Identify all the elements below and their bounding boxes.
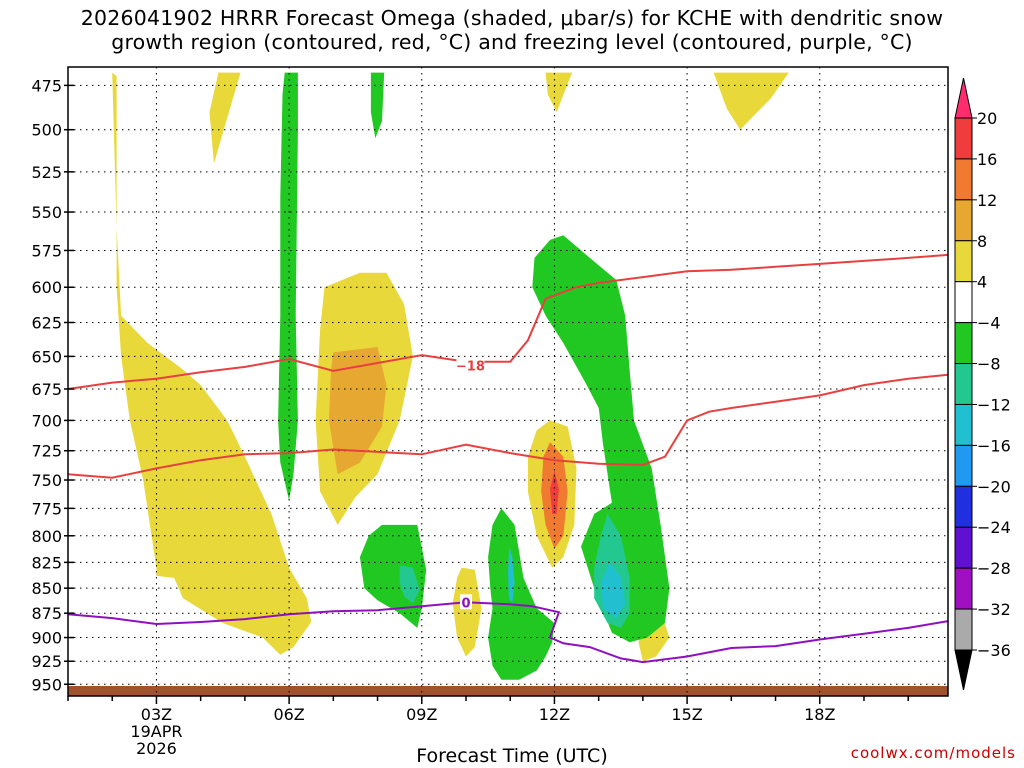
colorbar-label-2: 12 — [977, 191, 997, 210]
dgz-label-bg — [456, 357, 485, 372]
y-tick-label-625: 625 — [31, 313, 62, 332]
y-tick-label-600: 600 — [31, 278, 62, 297]
ground-terrain — [68, 686, 948, 696]
site-credit: coolwx.com/models — [850, 744, 1016, 762]
y-tick-label-775: 775 — [31, 499, 62, 518]
y-tick-label-500: 500 — [31, 121, 62, 140]
y-tick-label-475: 475 — [31, 76, 62, 95]
colorbar-swatch-2 — [954, 199, 973, 242]
y-tick-label-850: 850 — [31, 579, 62, 598]
y-tick-label-750: 750 — [31, 471, 62, 490]
omega-region-17 — [532, 235, 670, 643]
y-tick-label-575: 575 — [31, 241, 62, 260]
colorbar-swatch-11 — [954, 567, 973, 610]
x-axis-label: Forecast Time (UTC) — [416, 745, 608, 767]
colorbar-swatch-4 — [954, 281, 973, 324]
plot-frame — [67, 66, 949, 697]
omega-region-1 — [209, 72, 241, 164]
colorbar-bottom-arrow — [954, 649, 973, 691]
colorbar-label-8: −16 — [977, 436, 1011, 455]
omega-region-15 — [488, 508, 555, 680]
omega-region-12 — [370, 72, 385, 139]
contour-lines: −18 0 — [67, 253, 949, 664]
colorbar-top-arrow — [954, 77, 973, 119]
colorbar-label-13: −36 — [977, 641, 1011, 660]
y-tick-label-900: 900 — [31, 629, 62, 648]
colorbar-label-1: 16 — [977, 150, 997, 169]
grid-lines — [68, 67, 948, 696]
omega-region-8 — [550, 470, 559, 514]
colorbar-swatch-0 — [954, 117, 973, 160]
colorbar-swatch-8 — [954, 444, 973, 487]
colorbar-label-6: −8 — [977, 355, 1001, 374]
colorbar-label-11: −28 — [977, 559, 1011, 578]
omega-region-5 — [328, 347, 387, 475]
x-axis: 03Z 06Z 09Z 12Z 15Z 18Z — [67, 696, 909, 724]
x-tick-label-09Z: 09Z — [406, 705, 437, 724]
x-tick-label-03Z: 03Z — [141, 705, 172, 724]
omega-region-3 — [713, 72, 789, 130]
dgz-lower-contour — [67, 373, 949, 479]
y-tick-label-925: 925 — [31, 652, 62, 671]
colorbar-swatch-6 — [954, 363, 973, 405]
colorbar-label-7: −12 — [977, 395, 1011, 414]
y-tick-label-675: 675 — [31, 380, 62, 399]
omega-region-11 — [278, 72, 298, 501]
colorbar-label-3: 8 — [977, 232, 987, 251]
dgz-upper-contour — [67, 253, 949, 390]
freezing-label-bg — [459, 594, 472, 610]
x-tick-label-12Z: 12Z — [539, 705, 570, 724]
y-tick-label-875: 875 — [31, 604, 62, 623]
colorbar-label-12: −32 — [977, 600, 1011, 619]
date-label-day: 19APR — [130, 722, 182, 741]
y-tick-label-700: 700 — [31, 411, 62, 430]
y-tick-label-825: 825 — [31, 553, 62, 572]
y-tick-label-725: 725 — [31, 442, 62, 461]
y-tick-label-950: 950 — [31, 675, 62, 694]
omega-region-13 — [359, 524, 427, 628]
colorbar-label-0: 20 — [977, 109, 997, 128]
y-tick-label-650: 650 — [31, 347, 62, 366]
x-tick-label-18Z: 18Z — [804, 705, 835, 724]
colorbar-label-5: −4 — [977, 314, 1001, 333]
colorbar-label-4: 4 — [977, 273, 987, 292]
colorbar-label-9: −20 — [977, 477, 1011, 496]
chart-title-line1: 2026041902 HRRR Forecast Omega (shaded, … — [80, 6, 944, 30]
colorbar-label-10: −24 — [977, 518, 1011, 537]
x-tick-label-06Z: 06Z — [273, 705, 304, 724]
omega-region-2 — [545, 72, 573, 113]
chart-title: 2026041902 HRRR Forecast Omega (shaded, … — [0, 6, 1024, 54]
omega-region-16 — [508, 546, 515, 604]
y-tick-label-800: 800 — [31, 527, 62, 546]
x-tick-label-15Z: 15Z — [671, 705, 702, 724]
y-axis: 475 500 525 550 575 600 625 650 675 700 725 750 775 8… — [31, 76, 74, 694]
colorbar-swatch-7 — [954, 403, 973, 446]
dgz-contour-label: −18 — [456, 359, 485, 374]
colorbar-swatch-5 — [954, 322, 973, 365]
date-label-year: 2026 — [136, 739, 177, 758]
colorbar-swatch-12 — [954, 608, 973, 651]
omega-region-19 — [600, 562, 626, 619]
chart-title-line2: growth region (contoured, red, °C) and f… — [111, 30, 913, 54]
freezing-contour-label: 0 — [461, 596, 470, 611]
colorbar-swatch-1 — [954, 158, 973, 201]
omega-region-9 — [452, 567, 482, 657]
colorbar-swatch-9 — [954, 485, 973, 528]
colorbar-swatch-10 — [954, 526, 973, 569]
colorbar-legend: 20 16 12 8 4 −4 −8 −12 −16 −20 −24 −28 −32 −36 — [954, 77, 1011, 691]
omega-shaded-regions — [112, 72, 789, 680]
y-tick-label-525: 525 — [31, 163, 62, 182]
colorbar-swatch-3 — [954, 240, 973, 283]
freezing-level-contour — [67, 601, 949, 664]
omega-region-14 — [399, 565, 420, 604]
y-tick-label-550: 550 — [31, 203, 62, 222]
omega-region-0 — [112, 72, 312, 655]
